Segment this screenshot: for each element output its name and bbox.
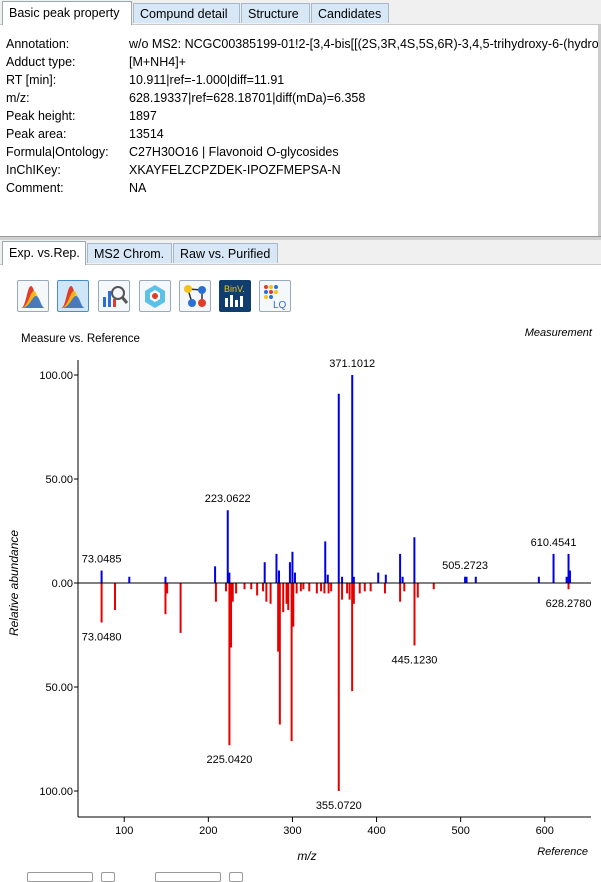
property-key: Peak area: (6, 127, 67, 141)
property-key: Peak height: (6, 109, 76, 123)
property-key: Comment: (6, 181, 64, 195)
property-value[interactable]: C27H30O16 | Flavonoid O-glycosides (129, 145, 339, 159)
bottom-controls (0, 867, 601, 882)
y-tick-label: 50.00 (45, 474, 73, 486)
property-key: Annotation: (6, 37, 70, 51)
peak-label: 355.0720 (316, 800, 362, 812)
peak-label: 73.0485 (82, 554, 122, 566)
top-tab-bar: Basic peak property Compund detail Struc… (0, 0, 601, 25)
y-tick-label: 100.00 (39, 370, 73, 382)
tab-compound-detail[interactable]: Compund detail (133, 3, 240, 23)
x-tick-label: 100 (115, 825, 133, 837)
x-tick-label: 200 (199, 825, 217, 837)
chart-title: Measure vs. Reference (21, 333, 140, 345)
properties-scrollbar[interactable] (598, 25, 601, 236)
reference-label: Reference (537, 846, 588, 858)
spectrum-mirror-icon[interactable] (57, 280, 89, 312)
splitter[interactable] (0, 236, 601, 240)
property-value[interactable]: NA (129, 181, 147, 195)
binv-icon[interactable]: BinV. (219, 280, 251, 312)
bottom-toggle-1[interactable] (101, 872, 115, 882)
bottom-input-2[interactable] (155, 872, 221, 882)
property-key: m/z: (6, 91, 30, 105)
lq-icon-label: LQ (273, 300, 287, 311)
spectrum-search-icon[interactable] (98, 280, 130, 312)
spectrum-tab-bar: Exp. vs.Rep. MS2 Chrom. Raw vs. Purified (0, 240, 601, 265)
y-tick-label: 100.00 (39, 786, 73, 798)
measurement-label: Measurement (525, 327, 593, 339)
peak-label: 73.0480 (82, 632, 122, 644)
x-axis-label: m/z (297, 849, 316, 863)
y-axis-label: Relative abundance (7, 530, 21, 636)
property-value[interactable]: 628.19337|ref=628.18701|diff(mDa)=6.358 (129, 91, 366, 105)
spectrum-overlay-icon[interactable] (17, 280, 49, 312)
tab-ms2-chrom[interactable]: MS2 Chrom. (87, 243, 172, 263)
y-tick-label: 50.00 (45, 682, 73, 694)
peak-label: 628.2780 (546, 598, 592, 610)
property-key: InChIKey: (6, 163, 61, 177)
peak-label: 610.4541 (531, 537, 577, 549)
binv-icon-label: BinV. (224, 284, 245, 294)
peak-label: 371.1012 (329, 358, 375, 370)
tab-candidates[interactable]: Candidates (311, 3, 389, 23)
property-value[interactable]: 1897 (129, 109, 157, 123)
molecule-view-icon[interactable] (139, 280, 171, 312)
x-tick-label: 500 (451, 825, 469, 837)
peak-label: 445.1230 (392, 654, 438, 666)
tab-basic-peak-property[interactable]: Basic peak property (2, 1, 132, 25)
bottom-toggle-2[interactable] (229, 872, 243, 882)
property-key: Formula|Ontology: (6, 145, 109, 159)
spectrum-svg: Measure vs. Reference Measurement Refere… (7, 327, 593, 863)
peak-properties-panel: Annotation: w/o MS2: NCGC00385199-01!2-[3… (0, 25, 601, 236)
tab-exp-vs-rep[interactable]: Exp. vs.Rep. (2, 241, 86, 265)
bottom-input-1[interactable] (27, 872, 93, 882)
tab-raw-vs-purified[interactable]: Raw vs. Purified (173, 243, 278, 263)
x-tick-label: 300 (283, 825, 301, 837)
tab-structure[interactable]: Structure (241, 3, 310, 23)
property-key: RT [min]: (6, 73, 57, 87)
peak-label: 223.0622 (205, 493, 251, 505)
property-value[interactable]: w/o MS2: NCGC00385199-01!2-[3,4-bis[[(2S… (129, 37, 599, 51)
y-tick-label: 0.00 (52, 578, 73, 590)
mirror-spectrum-chart[interactable]: Measure vs. Reference Measurement Refere… (0, 322, 601, 867)
property-value[interactable]: 13514 (129, 127, 164, 141)
property-key: Adduct type: (6, 55, 76, 69)
x-tick-label: 600 (536, 825, 554, 837)
lq-icon[interactable]: LQ (259, 280, 291, 312)
property-value[interactable]: XKAYFELZCPZDEK-IPOZFMEPSA-N (129, 163, 341, 177)
peak-label: 225.0420 (206, 754, 252, 766)
x-tick-label: 400 (367, 825, 385, 837)
property-value[interactable]: [M+NH4]+ (129, 55, 186, 69)
network-icon[interactable] (179, 280, 211, 312)
peak-label: 505.2723 (442, 560, 488, 572)
property-value[interactable]: 10.911|ref=-1.000|diff=11.91 (129, 73, 285, 87)
spectrum-toolbar: BinV. LQ (0, 270, 601, 320)
